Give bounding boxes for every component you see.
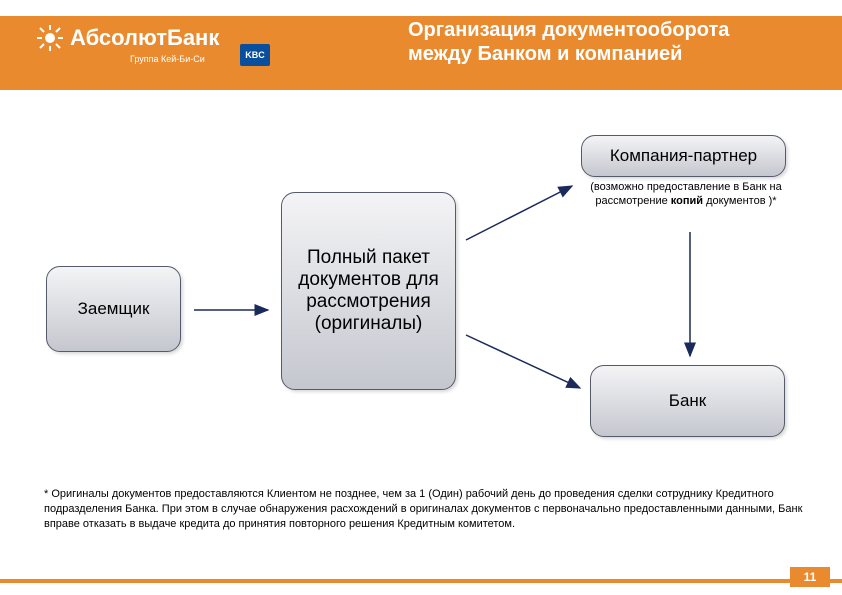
caption-after: документов )* xyxy=(703,195,777,207)
node-partner-label: Компания-партнер xyxy=(610,146,757,166)
page-number: 11 xyxy=(790,567,830,587)
logo-text: АбсолютБанк xyxy=(70,25,219,51)
node-partner: Компания-партнер xyxy=(581,135,786,177)
node-borrower-label: Заемщик xyxy=(78,299,150,319)
node-package-label: Полный пакет документов для рассмотрения… xyxy=(292,247,445,335)
title-line-3: партнером xyxy=(408,66,828,90)
page-title: Организация документооборота между Банко… xyxy=(408,18,828,90)
node-package: Полный пакет документов для рассмотрения… xyxy=(281,192,456,390)
kbc-badge: KBC xyxy=(240,44,270,66)
footnote: * Оригиналы документов предоставляются К… xyxy=(44,487,804,532)
sun-icon xyxy=(36,24,64,52)
logo-subtitle: Группа Кей-Би-Си xyxy=(130,54,205,64)
node-bank-label: Банк xyxy=(669,391,706,411)
logo-area: АбсолютБанк xyxy=(36,24,219,52)
node-borrower: Заемщик xyxy=(46,266,181,352)
node-bank: Банк xyxy=(590,365,785,437)
footer-bar xyxy=(0,579,842,583)
caption-bold: копий xyxy=(671,195,703,207)
title-line-2: между Банком и компанией xyxy=(408,42,828,66)
partner-caption: (возможно предоставление в Банк на рассм… xyxy=(586,181,786,209)
title-line-1: Организация документооборота xyxy=(408,18,828,42)
